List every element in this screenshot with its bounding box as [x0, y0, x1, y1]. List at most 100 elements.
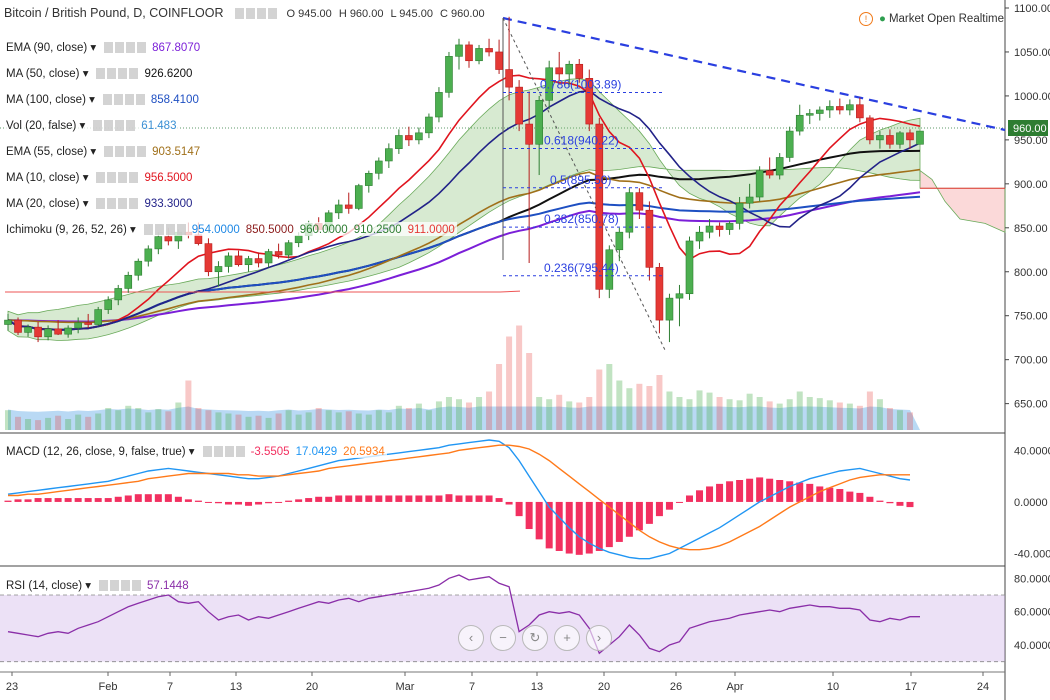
macd-histogram-bar	[305, 498, 313, 502]
indicator-legend-6[interactable]: MA (20, close) ▾ 933.3000	[4, 196, 195, 210]
low-value: L 945.00	[390, 8, 433, 20]
price-tick-label: 1050.00	[1014, 47, 1050, 59]
warning-icon[interactable]: !	[859, 12, 873, 26]
indicator-controls[interactable]	[93, 120, 136, 132]
ichimoku-legend-controls[interactable]	[143, 224, 186, 236]
volume-bar	[886, 408, 893, 430]
candle-body	[655, 267, 664, 321]
indicator-controls[interactable]	[96, 172, 139, 184]
indicator-controls[interactable]	[96, 198, 139, 210]
macd-legend[interactable]: MACD (12, 26, close, 9, false, true) ▾ -3…	[4, 444, 387, 458]
macd-histogram-bar	[365, 495, 373, 502]
candle-body	[395, 135, 403, 149]
volume-bar	[355, 413, 362, 430]
indicator-controls[interactable]	[104, 42, 147, 54]
macd-histogram-bar	[716, 483, 724, 502]
macd-histogram-bar	[585, 501, 593, 554]
macd-legend-value: -3.5505	[250, 446, 290, 458]
candle-body	[294, 235, 303, 244]
macd-legend-name: MACD (12, 26, close, 9, false, true) ▾	[6, 446, 195, 458]
rsi-legend-value: 57.1448	[147, 580, 189, 592]
volume-bar	[35, 420, 42, 430]
volume-bar	[345, 411, 352, 430]
ohlc-readout: O 945.00 H 960.00 L 945.00 C 960.00	[286, 8, 488, 20]
volume-bar	[466, 402, 473, 430]
symbol-title[interactable]: Bitcoin / British Pound, D, COINFLOOR	[4, 6, 224, 20]
macd-legend-value: 20.5934	[343, 446, 385, 458]
macd-tick-label: -40.0000	[1014, 549, 1050, 561]
zoom-in-button[interactable]: +	[554, 625, 580, 651]
scroll-left-button[interactable]: ‹	[458, 625, 484, 651]
header-controls[interactable]	[235, 8, 277, 20]
time-tick-label: 7	[469, 681, 475, 693]
macd-histogram-bar	[495, 498, 503, 502]
volume-bar	[776, 403, 783, 430]
macd-histogram-bar	[675, 501, 683, 503]
candle-body	[555, 67, 564, 75]
time-tick-label: 26	[670, 681, 682, 693]
candle-body	[44, 328, 52, 338]
candle-body	[755, 170, 764, 198]
candle-body	[144, 248, 153, 262]
indicator-controls[interactable]	[96, 68, 139, 80]
reset-chart-button[interactable]: ↻	[522, 625, 548, 651]
macd-histogram-bar	[235, 501, 243, 505]
indicator-legend-5[interactable]: MA (10, close) ▾ 956.5000	[4, 170, 195, 184]
macd-histogram-bar	[766, 478, 774, 502]
fib-level-label: 0.786(1003.89)	[540, 77, 621, 91]
macd-histogram-bar	[445, 494, 453, 502]
indicator-legend-3[interactable]: Vol (20, false) ▾ 61.483	[4, 118, 179, 132]
scroll-right-button[interactable]: ›	[586, 625, 612, 651]
candle-body	[856, 104, 864, 119]
macd-histogram-bar	[485, 495, 493, 502]
time-tick-label: 17	[905, 681, 917, 693]
volume-bar	[526, 353, 533, 430]
macd-histogram-bar	[214, 501, 222, 504]
candle-body	[385, 148, 393, 162]
macd-histogram-bar	[645, 501, 653, 524]
macd-tick-label: 0.0000	[1014, 497, 1048, 509]
volume-bar	[445, 397, 452, 430]
macd-histogram-bar	[375, 495, 383, 502]
candle-body	[515, 86, 523, 125]
time-tick-label: Apr	[726, 681, 743, 693]
macd-legend-controls[interactable]	[202, 446, 245, 458]
volume-bar	[696, 390, 703, 430]
ichimoku-legend[interactable]: Ichimoku (9, 26, 52, 26) ▾ 954.0000 850.50…	[4, 222, 457, 236]
indicator-legend-1[interactable]: MA (50, close) ▾ 926.6200	[4, 66, 195, 80]
rsi-legend-controls[interactable]	[99, 580, 142, 592]
volume-bar	[896, 410, 903, 430]
volume-bar	[796, 391, 803, 430]
price-tick-label: 950.00	[1014, 135, 1048, 147]
macd-histogram-bar	[224, 501, 232, 505]
indicator-name: MA (20, close) ▾	[6, 198, 89, 210]
candle-body	[64, 327, 72, 335]
indicator-controls[interactable]	[104, 146, 147, 158]
indicator-legend-4[interactable]: EMA (55, close) ▾ 903.5147	[4, 144, 203, 158]
zoom-out-button[interactable]: −	[490, 625, 516, 651]
macd-histogram-bar	[665, 501, 673, 510]
candle-body	[535, 100, 543, 145]
indicator-controls[interactable]	[102, 94, 145, 106]
volume-bar	[95, 413, 102, 430]
candle-body	[545, 67, 553, 101]
volume-bar	[75, 414, 82, 430]
candle-body	[234, 255, 243, 266]
fib-level-label: 0.382(850.78)	[544, 212, 619, 226]
indicator-legend-0[interactable]: EMA (90, close) ▾ 867.8070	[4, 40, 203, 54]
price-tick-label: 800.00	[1014, 267, 1048, 279]
volume-bar	[556, 394, 563, 430]
volume-bar	[245, 416, 252, 430]
macd-histogram-bar	[345, 495, 353, 502]
indicator-name: Vol (20, false) ▾	[6, 120, 86, 132]
volume-bar	[85, 416, 92, 430]
volume-bar	[856, 405, 863, 430]
macd-histogram-bar	[655, 501, 663, 517]
rsi-legend[interactable]: RSI (14, close) ▾ 57.1448	[4, 578, 191, 592]
indicator-legend-2[interactable]: MA (100, close) ▾ 858.4100	[4, 92, 201, 106]
macd-histogram-bar	[405, 495, 413, 502]
candle-body	[675, 293, 684, 299]
candle-body	[465, 44, 473, 62]
macd-histogram-bar	[635, 501, 643, 531]
candle-body	[284, 242, 293, 256]
